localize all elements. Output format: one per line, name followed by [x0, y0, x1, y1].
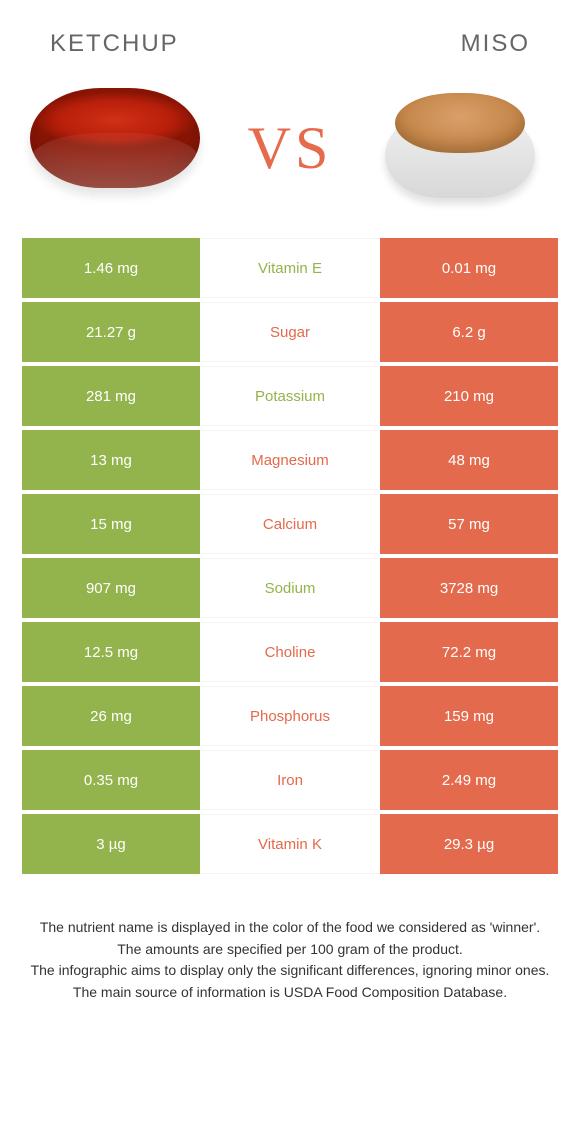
hero: VS: [0, 68, 580, 238]
left-value: 13 mg: [22, 430, 200, 490]
nutrient-label: Sodium: [200, 558, 380, 618]
footnote-line: The nutrient name is displayed in the co…: [30, 918, 550, 938]
nutrient-label: Phosphorus: [200, 686, 380, 746]
table-row: 15 mgCalcium57 mg: [22, 494, 558, 554]
left-value: 12.5 mg: [22, 622, 200, 682]
footnote-line: The main source of information is USDA F…: [30, 983, 550, 1003]
nutrient-label: Choline: [200, 622, 380, 682]
right-value: 0.01 mg: [380, 238, 558, 298]
footnote-line: The amounts are specified per 100 gram o…: [30, 940, 550, 960]
left-value: 21.27 g: [22, 302, 200, 362]
nutrient-label: Potassium: [200, 366, 380, 426]
right-value: 48 mg: [380, 430, 558, 490]
table-row: 13 mgMagnesium48 mg: [22, 430, 558, 490]
left-value: 26 mg: [22, 686, 200, 746]
nutrition-table: 1.46 mgVitamin E0.01 mg21.27 gSugar6.2 g…: [0, 238, 580, 874]
right-value: 6.2 g: [380, 302, 558, 362]
nutrient-label: Iron: [200, 750, 380, 810]
table-row: 3 µgVitamin K29.3 µg: [22, 814, 558, 874]
nutrient-label: Sugar: [200, 302, 380, 362]
table-row: 26 mgPhosphorus159 mg: [22, 686, 558, 746]
right-value: 3728 mg: [380, 558, 558, 618]
nutrient-label: Magnesium: [200, 430, 380, 490]
left-value: 907 mg: [22, 558, 200, 618]
right-value: 210 mg: [380, 366, 558, 426]
ketchup-image: [30, 88, 200, 208]
nutrient-label: Vitamin E: [200, 238, 380, 298]
table-row: 1.46 mgVitamin E0.01 mg: [22, 238, 558, 298]
left-value: 281 mg: [22, 366, 200, 426]
miso-image: [380, 88, 550, 208]
header: KETCHUP MISO: [0, 0, 580, 68]
right-value: 2.49 mg: [380, 750, 558, 810]
left-value: 3 µg: [22, 814, 200, 874]
left-value: 0.35 mg: [22, 750, 200, 810]
table-row: 21.27 gSugar6.2 g: [22, 302, 558, 362]
vs-label: VS: [248, 114, 333, 183]
right-value: 29.3 µg: [380, 814, 558, 874]
table-row: 12.5 mgCholine72.2 mg: [22, 622, 558, 682]
table-row: 281 mgPotassium210 mg: [22, 366, 558, 426]
title-left: KETCHUP: [50, 30, 179, 58]
right-value: 159 mg: [380, 686, 558, 746]
right-value: 72.2 mg: [380, 622, 558, 682]
nutrient-label: Calcium: [200, 494, 380, 554]
table-row: 0.35 mgIron2.49 mg: [22, 750, 558, 810]
right-value: 57 mg: [380, 494, 558, 554]
left-value: 15 mg: [22, 494, 200, 554]
footnotes: The nutrient name is displayed in the co…: [0, 878, 580, 1024]
left-value: 1.46 mg: [22, 238, 200, 298]
nutrient-label: Vitamin K: [200, 814, 380, 874]
title-right: MISO: [461, 30, 530, 58]
footnote-line: The infographic aims to display only the…: [30, 961, 550, 981]
table-row: 907 mgSodium3728 mg: [22, 558, 558, 618]
